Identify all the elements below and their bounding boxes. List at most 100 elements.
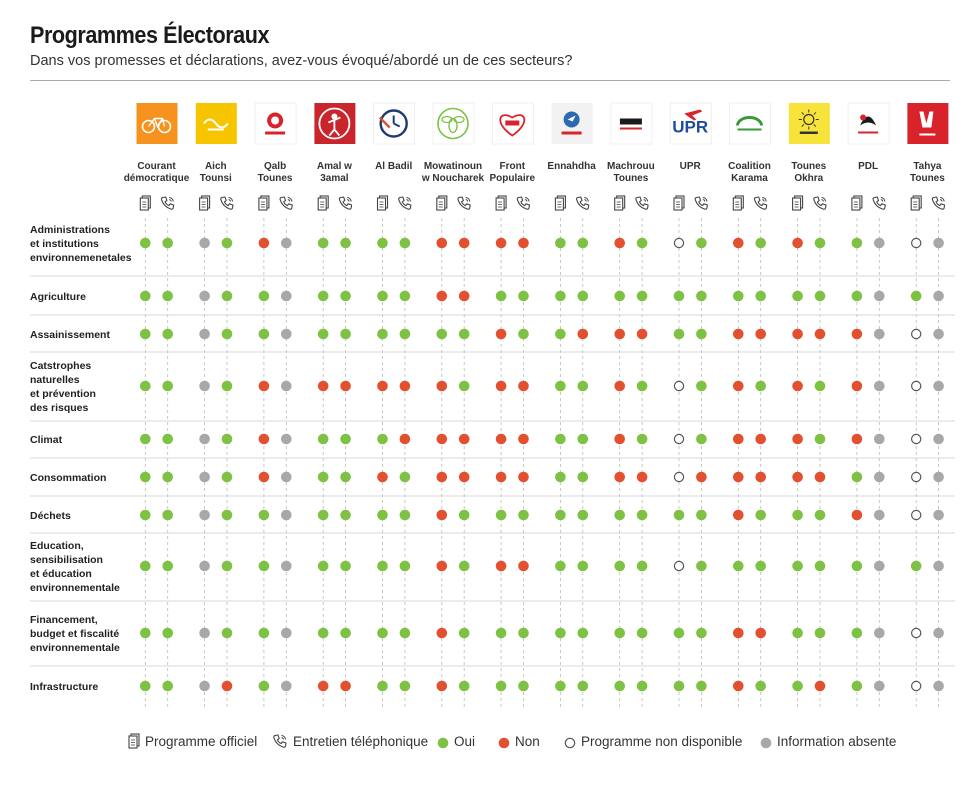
dot-entretien: [636, 380, 648, 392]
dot-programme-officiel: [317, 680, 329, 692]
dot-entretien: [696, 433, 707, 445]
dot-programme-officiel: [911, 627, 922, 639]
sector-label: Agriculture: [30, 291, 86, 303]
dot-programme-officiel: [140, 433, 151, 445]
sector-label-line: budget et fiscalité: [30, 628, 119, 640]
dot-entretien: [340, 627, 351, 639]
party-name-label: PDL: [858, 161, 878, 172]
dot-entretien: [696, 328, 707, 340]
dot-programme-officiel: [792, 509, 803, 521]
dot-entretien: [814, 433, 826, 445]
dot-programme-officiel: [495, 627, 507, 639]
victory-hand-icon: [919, 111, 936, 136]
sector-label-line: sensibilisation: [30, 554, 103, 566]
party-name-label: Front: [500, 161, 526, 172]
dot-entretien: [636, 509, 648, 521]
dot-programme-officiel: [199, 680, 210, 692]
dot-entretien: [221, 433, 233, 445]
dot-programme-officiel: [199, 471, 210, 483]
legend-item-oui: Oui: [437, 733, 475, 751]
non-dot-icon: [498, 737, 510, 749]
party-sector-matrix: CourantdémocratiqueAichTounsiQalbTounesA…: [30, 102, 955, 708]
party-name-label: Aich: [205, 161, 227, 172]
dot-programme-officiel: [199, 509, 210, 521]
phone-icon: [279, 196, 293, 210]
dot-programme-officiel: [733, 560, 744, 572]
dot-entretien: [518, 328, 529, 340]
dot-programme-officiel: [555, 560, 566, 572]
legend-item-non-disponible: Programme non disponible: [564, 733, 742, 751]
sector-label: Déchets: [30, 510, 71, 522]
dot-programme-officiel: [555, 680, 566, 692]
dot-programme-officiel: [911, 237, 922, 249]
dot-entretien: [399, 433, 411, 445]
sector-label-line: Catstrophes: [30, 360, 91, 372]
dot-entretien: [281, 290, 292, 302]
sector-label-line: naturelles: [30, 374, 80, 386]
sector-label: Climat: [30, 434, 63, 446]
dot-entretien: [458, 471, 470, 483]
dot-entretien: [814, 328, 826, 340]
dot-programme-officiel: [911, 471, 922, 483]
dot-entretien: [755, 237, 766, 249]
sector-label-line: Administrations: [30, 224, 110, 236]
legend-item-entretien: Entretien téléphonique: [272, 733, 428, 751]
dot-entretien: [696, 560, 707, 572]
document-icon: [376, 195, 389, 211]
document-icon: [732, 195, 744, 211]
absent-dot-icon: [760, 737, 772, 749]
party-header: Ennahdha: [547, 103, 596, 211]
phone-icon: [338, 196, 353, 210]
dot-entretien: [399, 509, 411, 521]
phone-icon: [694, 196, 708, 210]
dot-programme-officiel: [377, 560, 388, 572]
dot-programme-officiel: [258, 237, 270, 249]
dot-entretien: [458, 328, 470, 340]
dot-programme-officiel: [258, 560, 270, 572]
dot-entretien: [340, 433, 351, 445]
dot-entretien: [933, 237, 944, 249]
dot-entretien: [577, 560, 589, 572]
document-icon: [436, 195, 448, 211]
dot-programme-officiel: [851, 471, 863, 483]
dot-programme-officiel: [911, 380, 922, 392]
dot-entretien: [399, 471, 411, 483]
party-name-label: Amal w: [317, 161, 352, 172]
figure-icon: [318, 107, 351, 140]
dot-programme-officiel: [851, 433, 863, 445]
dot-programme-officiel: [199, 560, 210, 572]
dot-programme-officiel: [851, 680, 863, 692]
phone-icon: [398, 196, 412, 210]
dot-entretien: [162, 237, 173, 249]
dot-programme-officiel: [436, 237, 448, 249]
dot-entretien: [458, 433, 470, 445]
party-logo-background: [847, 102, 890, 145]
dot-entretien: [636, 471, 648, 483]
dot-programme-officiel: [377, 471, 388, 483]
phone-icon: [872, 196, 886, 210]
dot-entretien: [696, 237, 707, 249]
dot-programme-officiel: [199, 237, 210, 249]
dot-entretien: [399, 380, 411, 392]
dot-entretien: [221, 627, 233, 639]
dot-entretien: [755, 627, 766, 639]
dot-entretien: [458, 509, 470, 521]
dot-programme-officiel: [851, 290, 863, 302]
dot-entretien: [577, 509, 589, 521]
legend-item-programme-officiel: Programme officiel: [128, 733, 257, 751]
plane-icon: UPR: [672, 109, 708, 137]
dot-entretien: [696, 380, 707, 392]
dot-programme-officiel: [851, 627, 863, 639]
lion-icon: [265, 112, 286, 135]
dot-programme-officiel: [436, 328, 448, 340]
dot-programme-officiel: [495, 509, 507, 521]
dot-entretien: [874, 290, 885, 302]
legend: Programme officiel Entretien téléphoniqu…: [0, 733, 980, 753]
dot-entretien: [577, 290, 589, 302]
dot-entretien: [518, 380, 529, 392]
dot-entretien: [755, 290, 766, 302]
